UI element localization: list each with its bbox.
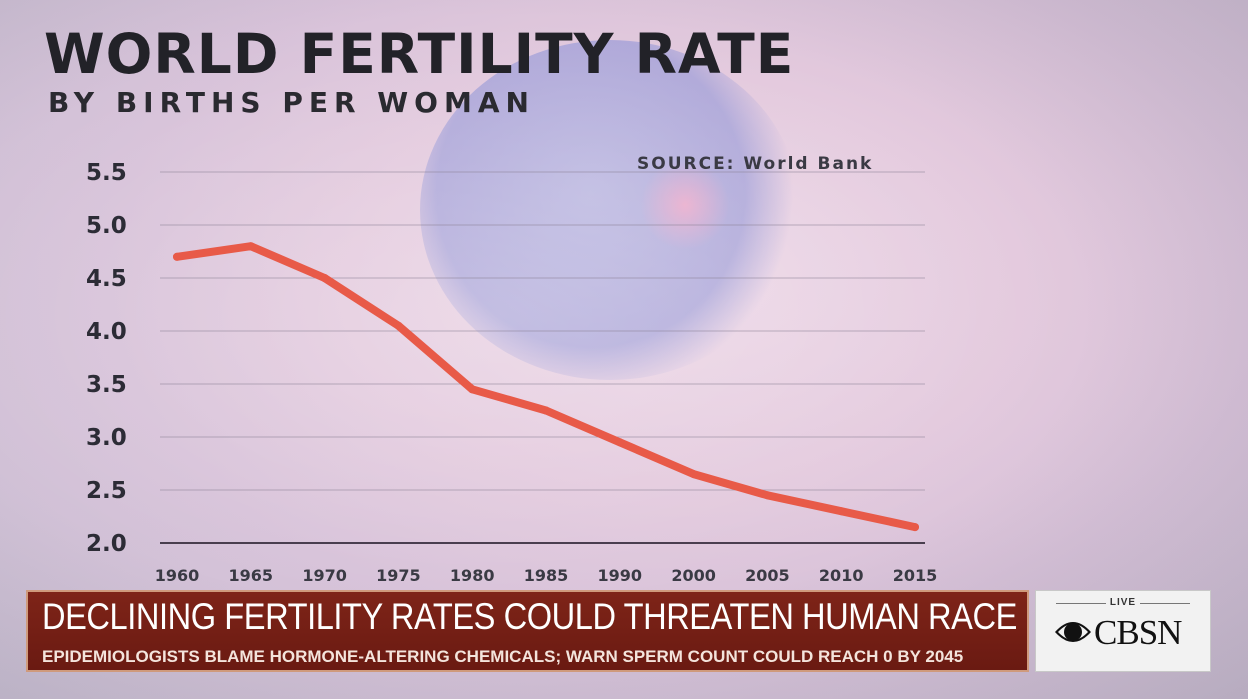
x-tick-2000: 2000 bbox=[671, 566, 716, 585]
x-tick-1970: 1970 bbox=[302, 566, 347, 585]
data-point-1960 bbox=[173, 252, 181, 261]
x-tick-1990: 1990 bbox=[598, 566, 643, 585]
x-tick-labels: 1960 1965 1970 1975 1980 1985 1990 2000 2005 2010… bbox=[155, 566, 938, 585]
x-tick-2010: 2010 bbox=[819, 566, 864, 585]
live-divider-left bbox=[1056, 603, 1106, 604]
y-tick-4.5: 4.5 bbox=[86, 266, 127, 292]
y-tick-5.0: 5.0 bbox=[86, 213, 127, 239]
y-tick-2.0: 2.0 bbox=[86, 531, 127, 557]
data-point-1980 bbox=[468, 385, 477, 394]
data-point-1975 bbox=[394, 321, 403, 330]
live-label: LIVE bbox=[1109, 597, 1137, 608]
fertility-series-line bbox=[173, 242, 919, 532]
y-tick-5.5: 5.5 bbox=[86, 160, 127, 186]
x-tick-2015: 2015 bbox=[893, 566, 938, 585]
y-tick-3.5: 3.5 bbox=[86, 372, 127, 398]
data-point-2005 bbox=[763, 491, 772, 500]
grid-lines bbox=[160, 171, 925, 544]
x-tick-2005: 2005 bbox=[745, 566, 790, 585]
y-tick-3.0: 3.0 bbox=[86, 425, 127, 451]
data-point-2000 bbox=[689, 470, 698, 479]
data-point-1970 bbox=[320, 274, 329, 282]
news-banner: DECLINING FERTILITY RATES COULD THREATEN… bbox=[26, 590, 1029, 672]
x-tick-1965: 1965 bbox=[229, 566, 274, 585]
data-point-1965 bbox=[246, 242, 255, 251]
live-divider-right bbox=[1140, 603, 1190, 604]
chart-title: WORLD FERTILITY RATE bbox=[44, 22, 795, 86]
y-tick-2.5: 2.5 bbox=[86, 478, 127, 504]
y-tick-labels: 5.5 5.0 4.5 4.0 3.5 3.0 2.5 2.0 bbox=[86, 160, 127, 557]
x-tick-1985: 1985 bbox=[524, 566, 569, 585]
chart-source: SOURCE: World Bank bbox=[637, 154, 874, 174]
cbs-eye-icon bbox=[1055, 622, 1091, 642]
data-point-2010 bbox=[837, 507, 846, 516]
x-tick-1980: 1980 bbox=[450, 566, 495, 585]
x-tick-1960: 1960 bbox=[155, 566, 200, 585]
cbsn-logo: LIVE CBSN bbox=[1035, 590, 1211, 672]
background-cell bbox=[420, 40, 800, 380]
x-tick-1975: 1975 bbox=[376, 566, 421, 585]
chart-subtitle: BY BIRTHS PER WOMAN bbox=[48, 86, 535, 119]
background-highlight bbox=[640, 160, 730, 250]
data-point-1990 bbox=[615, 438, 624, 447]
data-point-1985 bbox=[542, 406, 550, 415]
y-tick-4.0: 4.0 bbox=[86, 319, 127, 345]
banner-headline: DECLINING FERTILITY RATES COULD THREATEN… bbox=[42, 596, 1017, 637]
data-point-2015 bbox=[911, 523, 919, 532]
series-group bbox=[173, 242, 919, 532]
banner-subheadline: EPIDEMIOLOGISTS BLAME HORMONE-ALTERING C… bbox=[42, 647, 964, 666]
cbsn-wordmark: CBSN bbox=[1094, 613, 1182, 652]
